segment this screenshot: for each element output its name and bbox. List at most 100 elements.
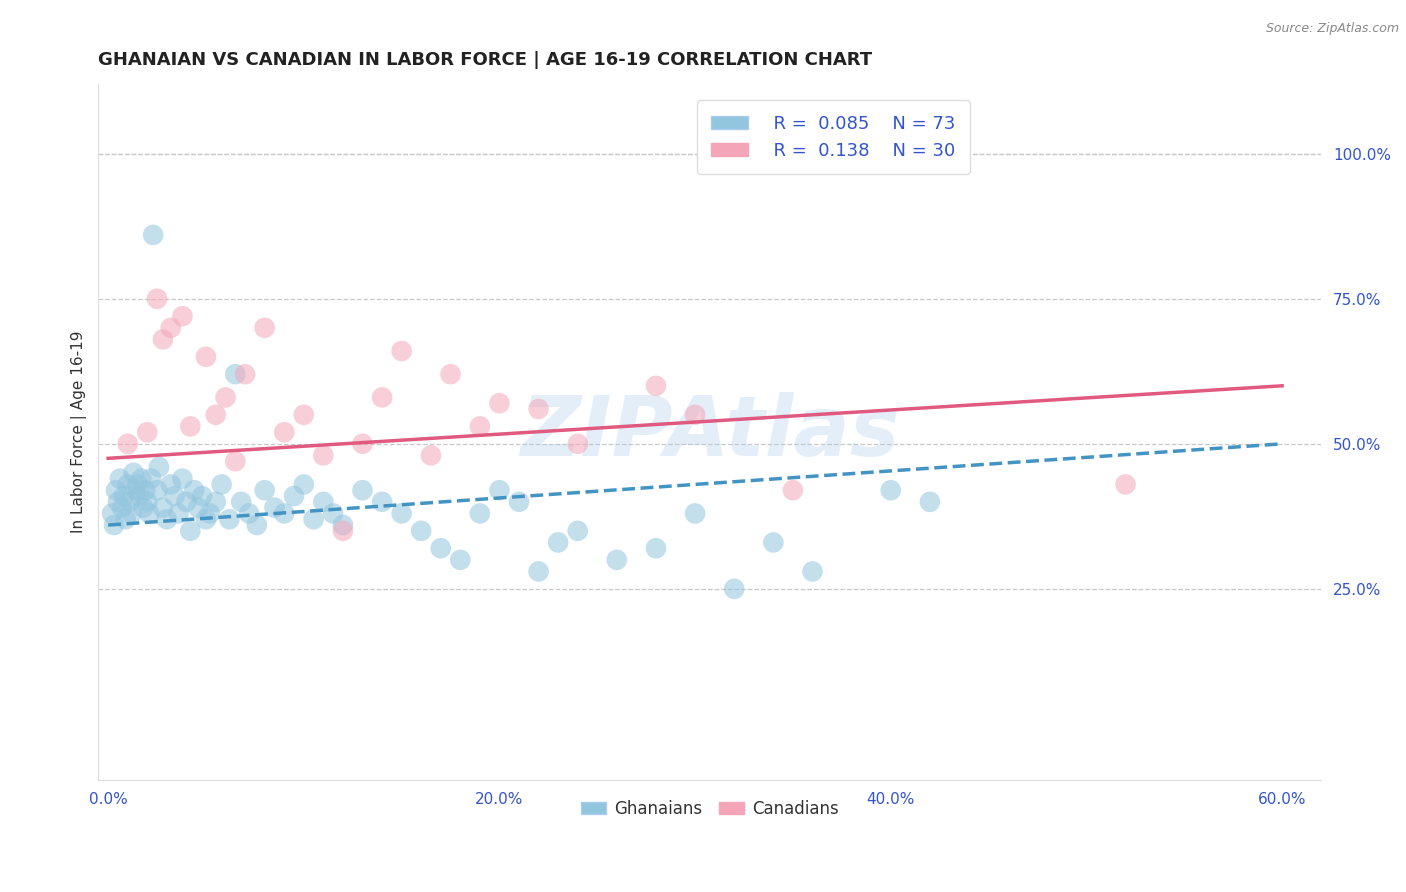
Point — [567, 524, 589, 538]
Point — [117, 477, 139, 491]
Point — [111, 500, 134, 515]
Point — [429, 541, 451, 556]
Point — [488, 483, 510, 498]
Point — [159, 477, 181, 491]
Point — [132, 500, 155, 515]
Point — [567, 437, 589, 451]
Point — [148, 460, 170, 475]
Point — [141, 472, 163, 486]
Point — [880, 483, 903, 498]
Point — [204, 408, 226, 422]
Point — [391, 507, 413, 521]
Point — [211, 477, 233, 491]
Point — [134, 483, 156, 498]
Point — [302, 512, 325, 526]
Point — [131, 472, 153, 486]
Point — [114, 512, 136, 526]
Point — [124, 483, 146, 498]
Point — [176, 495, 198, 509]
Point — [606, 553, 628, 567]
Point — [918, 495, 941, 509]
Point — [645, 379, 668, 393]
Point — [136, 495, 159, 509]
Point — [439, 368, 461, 382]
Point — [122, 466, 145, 480]
Legend: Ghanaians, Canadians: Ghanaians, Canadians — [574, 793, 845, 824]
Point — [121, 507, 143, 521]
Point — [224, 454, 246, 468]
Text: GHANAIAN VS CANADIAN IN LABOR FORCE | AGE 16-19 CORRELATION CHART: GHANAIAN VS CANADIAN IN LABOR FORCE | AG… — [98, 51, 873, 69]
Point — [332, 524, 354, 538]
Point — [127, 477, 149, 491]
Y-axis label: In Labor Force | Age 16-19: In Labor Force | Age 16-19 — [72, 331, 87, 533]
Point — [488, 396, 510, 410]
Point — [152, 500, 174, 515]
Point — [233, 368, 256, 382]
Point — [273, 507, 295, 521]
Point — [191, 489, 214, 503]
Point — [322, 507, 344, 521]
Point — [391, 343, 413, 358]
Point — [283, 489, 305, 503]
Point — [146, 292, 169, 306]
Point — [214, 391, 236, 405]
Point — [142, 227, 165, 242]
Point — [527, 565, 550, 579]
Point — [352, 437, 374, 451]
Point — [645, 541, 668, 556]
Point — [238, 507, 260, 521]
Point — [371, 391, 394, 405]
Point — [112, 489, 135, 503]
Point — [782, 483, 804, 498]
Point — [762, 535, 785, 549]
Point — [183, 483, 205, 498]
Point — [312, 495, 335, 509]
Point — [179, 419, 201, 434]
Point — [801, 565, 824, 579]
Point — [104, 483, 127, 498]
Point — [146, 483, 169, 498]
Text: Source: ZipAtlas.com: Source: ZipAtlas.com — [1265, 22, 1399, 36]
Point — [108, 472, 131, 486]
Point — [312, 449, 335, 463]
Point — [292, 408, 315, 422]
Point — [468, 507, 491, 521]
Point — [218, 512, 240, 526]
Point — [172, 472, 194, 486]
Point — [352, 483, 374, 498]
Point — [1115, 477, 1137, 491]
Point — [246, 518, 269, 533]
Point — [292, 477, 315, 491]
Point — [468, 419, 491, 434]
Point — [683, 408, 706, 422]
Point — [411, 524, 433, 538]
Point — [204, 495, 226, 509]
Point — [138, 507, 160, 521]
Point — [231, 495, 253, 509]
Point — [167, 507, 190, 521]
Point — [128, 489, 150, 503]
Point — [136, 425, 159, 440]
Point — [273, 425, 295, 440]
Point — [253, 320, 276, 334]
Point — [194, 512, 217, 526]
Point — [723, 582, 745, 596]
Text: ZIPAtlas: ZIPAtlas — [520, 392, 900, 473]
Point — [263, 500, 285, 515]
Point — [547, 535, 569, 549]
Point — [527, 402, 550, 417]
Point — [332, 518, 354, 533]
Point — [371, 495, 394, 509]
Point — [508, 495, 530, 509]
Point — [107, 495, 129, 509]
Point — [683, 507, 706, 521]
Point — [179, 524, 201, 538]
Point — [117, 437, 139, 451]
Point — [156, 512, 179, 526]
Point — [163, 489, 186, 503]
Point — [198, 507, 221, 521]
Point — [194, 350, 217, 364]
Point — [159, 320, 181, 334]
Point — [420, 449, 443, 463]
Point — [187, 500, 209, 515]
